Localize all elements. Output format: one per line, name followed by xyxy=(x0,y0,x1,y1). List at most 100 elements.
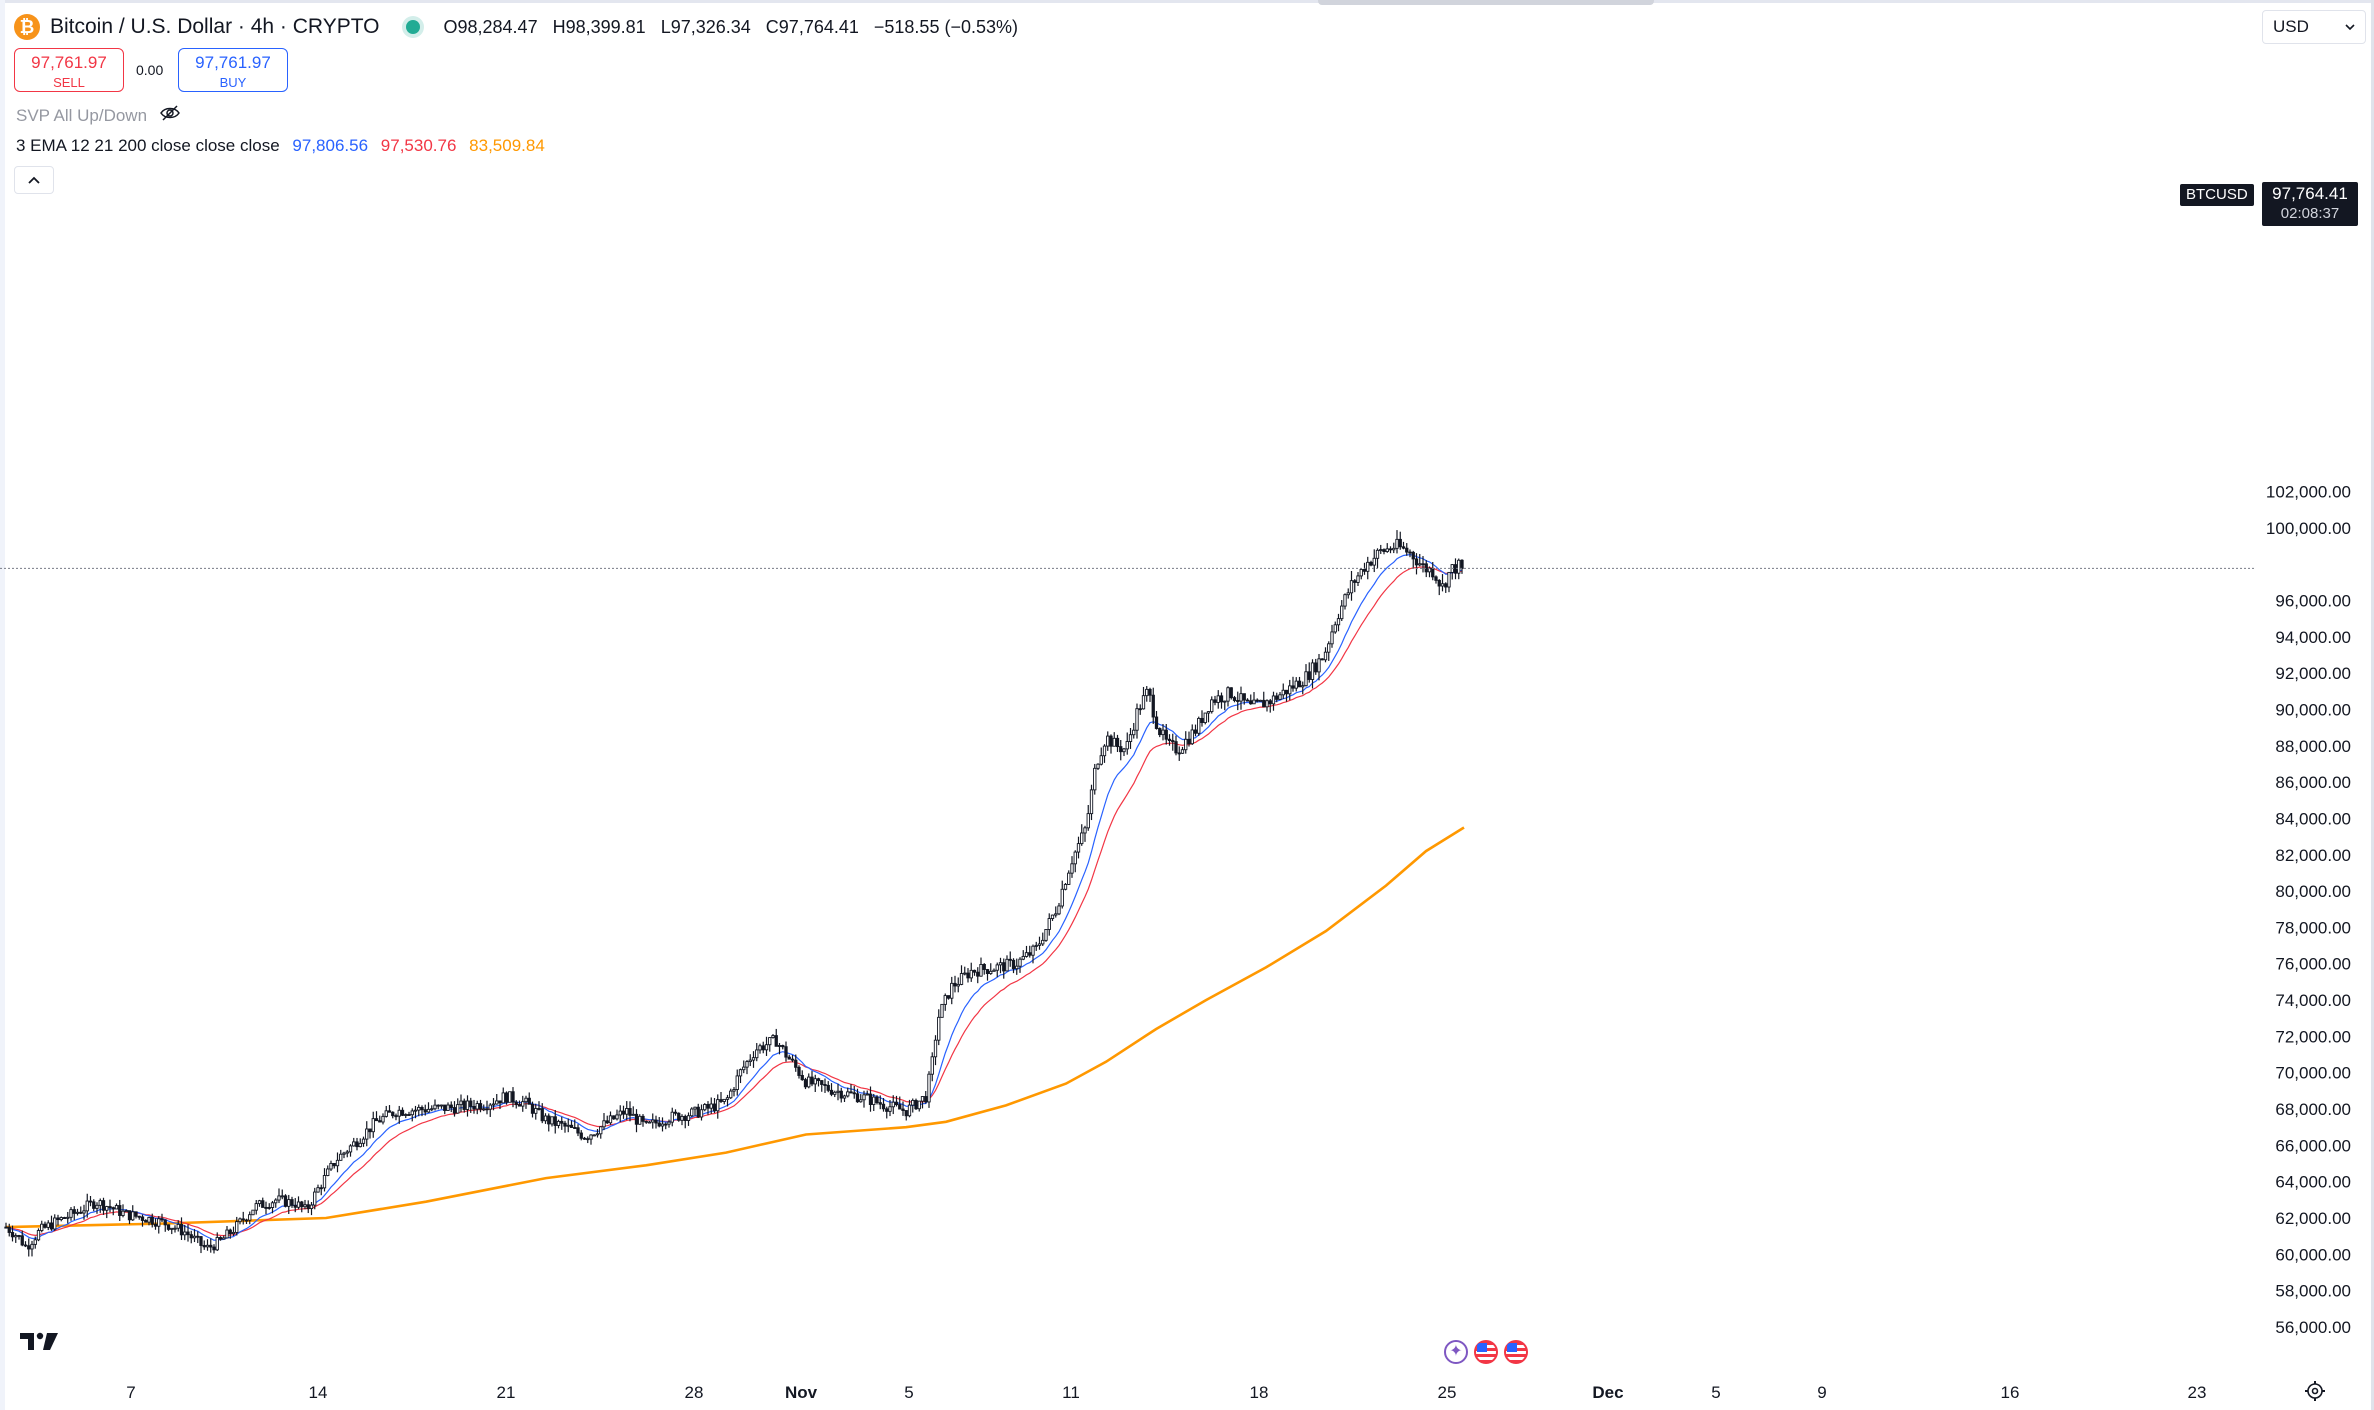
tradingview-logo-icon[interactable] xyxy=(20,1330,60,1357)
candle-body xyxy=(114,1205,119,1210)
candle-body xyxy=(365,1128,369,1140)
price-tick-label: 86,000.00 xyxy=(2275,773,2351,792)
symbol-legend[interactable]: ₿ Bitcoin / U.S. Dollar · 4h · CRYPTO O9… xyxy=(14,10,1028,44)
candle-body xyxy=(378,1120,382,1123)
bar-countdown: 02:08:37 xyxy=(2280,205,2340,222)
candle-body xyxy=(85,1200,89,1212)
candle-body xyxy=(859,1099,863,1103)
candle-body xyxy=(784,1046,788,1058)
gear-icon[interactable] xyxy=(2304,1380,2326,1407)
candle-body xyxy=(820,1080,824,1085)
candle-body xyxy=(703,1104,707,1111)
market-status-icon[interactable] xyxy=(405,20,420,34)
candle-body xyxy=(462,1100,466,1110)
candle-body xyxy=(729,1090,733,1099)
economic-events[interactable]: ✦ xyxy=(1444,1340,1534,1364)
price-tick-label: 60,000.00 xyxy=(2275,1245,2351,1264)
candle-body xyxy=(426,1108,431,1113)
candle-body xyxy=(215,1237,219,1251)
candle-body xyxy=(527,1097,531,1105)
ema12-value: 97,806.56 xyxy=(292,136,369,155)
candle-body xyxy=(618,1110,622,1116)
candle-body xyxy=(517,1104,522,1107)
candle-body xyxy=(1372,557,1376,566)
candle-body xyxy=(371,1118,375,1133)
candle-body xyxy=(186,1231,190,1236)
candle-body xyxy=(774,1035,778,1047)
candle-body xyxy=(508,1091,512,1103)
candle-body xyxy=(846,1091,850,1097)
us-flag-event-icon[interactable] xyxy=(1504,1340,1528,1364)
candle-body xyxy=(404,1114,408,1116)
candle-body xyxy=(192,1235,197,1239)
symbol-title[interactable]: Bitcoin / U.S. Dollar · 4h · CRYPTO xyxy=(50,15,380,38)
candle-body xyxy=(329,1162,333,1170)
candle-body xyxy=(300,1201,304,1208)
time-tick-label: 14 xyxy=(309,1383,328,1402)
candle-body xyxy=(1132,729,1136,736)
candle-body xyxy=(1379,549,1383,552)
candle-body xyxy=(189,1234,193,1239)
ema-indicator[interactable]: 3 EMA 12 21 200 close close close 97,806… xyxy=(16,136,545,156)
candle-body xyxy=(322,1175,327,1189)
candle-body xyxy=(40,1223,44,1231)
candle-body xyxy=(1349,580,1354,594)
candle-body xyxy=(810,1076,814,1085)
candle-body xyxy=(901,1108,905,1111)
candle-body xyxy=(407,1114,411,1116)
us-flag-event-icon[interactable] xyxy=(1474,1340,1498,1364)
top-drag-handle[interactable] xyxy=(1318,0,1654,5)
candle-body xyxy=(144,1220,148,1223)
open-value: O98,284.47 xyxy=(443,16,538,37)
candle-body xyxy=(790,1058,795,1061)
buy-button[interactable]: 97,761.97 BUY xyxy=(178,48,288,92)
candle-body xyxy=(101,1200,106,1211)
candle-body xyxy=(563,1122,567,1127)
candle-body xyxy=(1112,737,1116,747)
candle-body xyxy=(1362,568,1367,572)
candle-body xyxy=(501,1092,505,1104)
candle-body xyxy=(940,1003,944,1018)
candle-body xyxy=(654,1119,658,1124)
candle-body xyxy=(823,1084,827,1086)
candle-body xyxy=(303,1204,307,1208)
candle-body xyxy=(586,1138,590,1141)
collapse-legend-button[interactable] xyxy=(14,166,54,194)
ema21-path xyxy=(5,566,1463,1237)
candle-body xyxy=(160,1218,164,1221)
sell-button[interactable]: 97,761.97 SELL xyxy=(14,48,124,92)
candle-body xyxy=(293,1204,297,1208)
close-value: C97,764.41 xyxy=(765,16,859,37)
time-tick-label: 28 xyxy=(685,1383,704,1402)
candle-body xyxy=(170,1227,174,1230)
candle-body xyxy=(69,1209,73,1218)
candle-body xyxy=(43,1223,47,1228)
candle-body xyxy=(306,1204,310,1210)
candle-body xyxy=(251,1209,255,1216)
time-tick-label: 18 xyxy=(1250,1383,1269,1402)
currency-select[interactable]: USD xyxy=(2262,10,2366,44)
candle-body xyxy=(1125,741,1129,750)
time-tick-label: 7 xyxy=(126,1383,135,1402)
candle-body xyxy=(881,1103,886,1110)
candle-body xyxy=(657,1122,661,1127)
candle-body xyxy=(209,1244,213,1248)
candle-body xyxy=(482,1108,486,1111)
eye-off-icon[interactable] xyxy=(159,104,181,127)
svp-indicator[interactable]: SVP All Up/Down xyxy=(16,104,181,127)
candle-body xyxy=(1008,958,1012,961)
spark-event-icon[interactable]: ✦ xyxy=(1444,1340,1468,1364)
candle-body xyxy=(225,1229,229,1239)
time-tick-label: 25 xyxy=(1438,1383,1457,1402)
candle-body xyxy=(950,982,954,999)
candle-body xyxy=(1288,685,1292,695)
candle-body xyxy=(946,995,951,999)
candle-body xyxy=(1414,558,1419,566)
candle-body xyxy=(615,1114,619,1120)
candle-body xyxy=(1460,559,1464,569)
candle-body xyxy=(917,1100,921,1110)
candle-body xyxy=(121,1210,125,1216)
candle-body xyxy=(478,1103,483,1110)
candles xyxy=(4,530,1464,1257)
